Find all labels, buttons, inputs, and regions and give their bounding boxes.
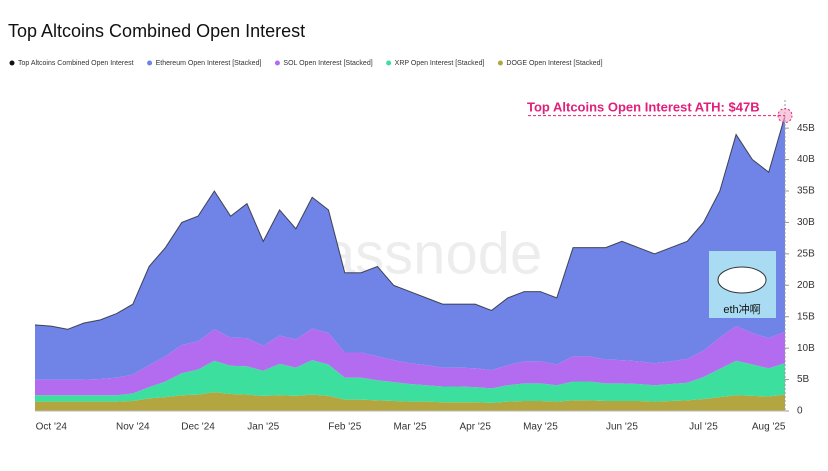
y-tick-label: 40B [797, 154, 815, 165]
x-tick-label: Feb '25 [328, 422, 361, 433]
y-tick-label: 45B [797, 123, 815, 134]
y-tick-label: 20B [797, 280, 815, 291]
legend-swatch [386, 60, 392, 66]
area [35, 115, 785, 380]
annotation: Top Altcoins Open Interest ATH: $47B [527, 99, 760, 114]
x-tick-label: Mar '25 [393, 422, 426, 433]
legend-swatch [147, 60, 153, 66]
x-tick-label: Aug '25 [752, 422, 786, 433]
y-tick-label: 0 [797, 406, 803, 417]
x-tick-label: May '25 [523, 422, 558, 433]
y-tick-label: 10B [797, 343, 815, 354]
area [35, 360, 785, 403]
legend-label: Ethereum Open Interest [Stacked] [156, 60, 262, 67]
legend-swatch [274, 60, 280, 66]
legend-label: DOGE Open Interest [Stacked] [506, 60, 602, 67]
x-tick-label: Jun '25 [606, 422, 638, 433]
area [35, 326, 785, 396]
legend-label: SOL Open Interest [Stacked] [283, 60, 372, 67]
x-tick-label: Jan '25 [247, 422, 279, 433]
meme-figure [717, 266, 767, 294]
chart-title: Top Altcoins Combined Open Interest [8, 21, 305, 41]
y-tick-label: 5B [797, 374, 810, 385]
x-tick-label: Dec '24 [181, 422, 215, 433]
legend-label: Top Altcoins Combined Open Interest [18, 60, 134, 67]
x-tick-label: Nov '24 [116, 422, 150, 433]
y-tick-label: 25B [797, 248, 815, 259]
x-tick-label: Apr '25 [460, 422, 492, 433]
legend-swatch [9, 60, 15, 66]
legend-swatch [497, 60, 503, 66]
line [34, 115, 786, 330]
x-tick-label: Oct '24 [36, 422, 68, 433]
legend-label: XRP Open Interest [Stacked] [395, 60, 485, 67]
y-tick-label: 35B [797, 186, 815, 197]
y-tick-label: 15B [797, 311, 815, 322]
x-tick-label: Jul '25 [689, 422, 718, 433]
image-caption: eth冲啊 [723, 302, 760, 316]
y-tick-label: 30B [797, 217, 815, 228]
area [35, 392, 785, 411]
